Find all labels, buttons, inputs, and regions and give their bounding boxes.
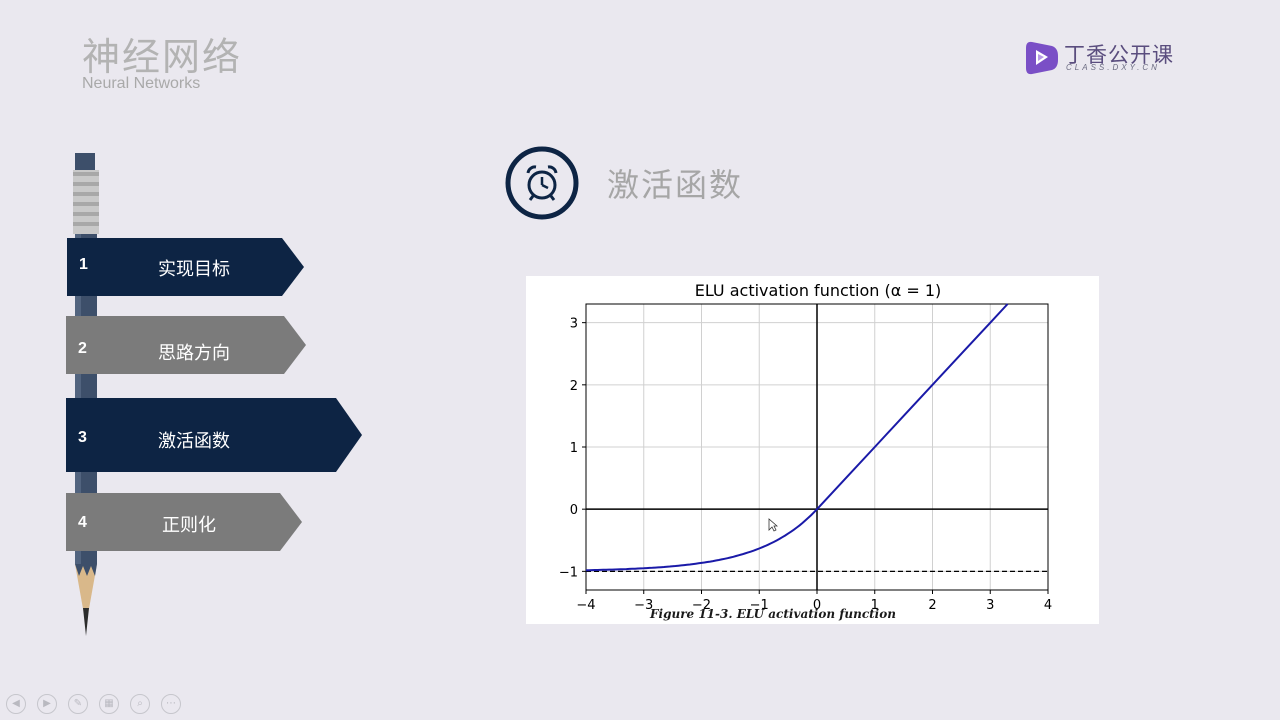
elu-chart: −4 −3 −2 −1 0 1 2 3 4 −1 0 1 2 3 ELU activation functi…	[559, 281, 1052, 621]
pencil-icon	[73, 153, 99, 636]
menu-item-4[interactable]: 4 正则化	[66, 493, 306, 553]
menu-number: 1	[79, 256, 88, 273]
x-tick-label: 4	[1044, 598, 1052, 613]
slides-icon[interactable]: ▦	[99, 694, 119, 714]
x-tick-label: 3	[986, 598, 994, 613]
menu-label: 正则化	[162, 515, 216, 536]
x-tick-label: −2	[692, 598, 711, 613]
menu-number: 2	[78, 340, 87, 357]
mouse-cursor-icon	[768, 518, 778, 532]
y-tick-label: 0	[570, 503, 578, 518]
zoom-icon[interactable]: ⌕	[130, 694, 150, 714]
menu-label: 激活函数	[158, 431, 230, 452]
y-tick-label: 2	[570, 379, 578, 394]
menu-item-3[interactable]: 3 激活函数	[66, 398, 364, 474]
x-tick-label: −4	[576, 598, 595, 613]
more-icon[interactable]: ⋯	[161, 694, 181, 714]
series-line-0	[586, 303, 1009, 572]
page-subtitle: Neural Networks	[82, 75, 201, 92]
logo-text: 丁香公开课	[1064, 43, 1174, 67]
x-tick-label: −3	[634, 598, 653, 613]
menu-number: 4	[78, 514, 87, 531]
prev-icon[interactable]: ◀	[6, 694, 26, 714]
pen-icon[interactable]: ✎	[68, 694, 88, 714]
logo-subtext: CLASS.DXY.CN	[1066, 63, 1160, 72]
alarm-clock-icon	[505, 146, 579, 220]
x-tick-label: 1	[871, 598, 879, 613]
menu-item-2[interactable]: 2 思路方向	[66, 316, 310, 376]
menu-label: 思路方向	[158, 343, 230, 364]
page-title: 神经网络	[82, 35, 243, 79]
logo-mark-icon	[1026, 41, 1058, 75]
menu-item-4-arrow	[66, 493, 302, 551]
menu-item-1-arrow	[67, 238, 304, 296]
section-title: 激活函数	[607, 166, 744, 204]
x-tick-label: 2	[928, 598, 936, 613]
brand-logo: 丁香公开课 CLASS.DXY.CN	[1024, 38, 1184, 78]
next-icon[interactable]: ▶	[37, 694, 57, 714]
menu-item-2-arrow	[66, 316, 306, 374]
x-tick-label: 0	[813, 598, 821, 613]
chart-title: ELU activation function (α = 1)	[695, 281, 942, 300]
menu-item-1[interactable]: 1 实现目标	[67, 238, 307, 298]
menu-number: 3	[78, 429, 87, 446]
x-tick-label: −1	[750, 598, 769, 613]
menu-label: 实现目标	[158, 259, 230, 280]
y-tick-label: −1	[559, 565, 578, 580]
figure-caption: Figure 11-3. ELU activation function	[649, 607, 896, 621]
y-tick-label: 3	[570, 317, 578, 332]
elu-figure: −4 −3 −2 −1 0 1 2 3 4 −1 0 1 2 3 ELU activation functi…	[526, 276, 1099, 624]
y-tick-label: 1	[570, 441, 578, 456]
menu-item-3-arrow	[66, 398, 362, 472]
